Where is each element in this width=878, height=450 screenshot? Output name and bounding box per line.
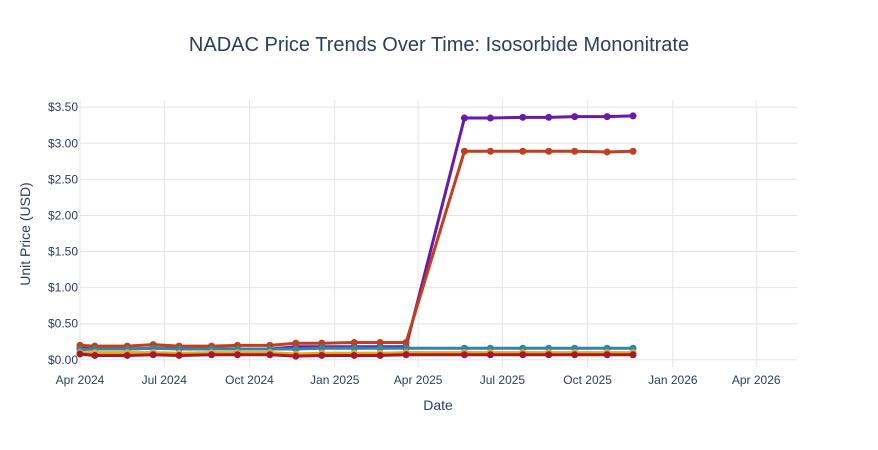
- data-point: [123, 351, 131, 359]
- data-point: [350, 351, 358, 359]
- x-tick-label: Apr 2026: [732, 373, 781, 387]
- x-tick-label: Jul 2024: [142, 373, 188, 387]
- x-tick-labels: Apr 2024 Jul 2024 Oct 2024 Jan 2025 Apr 2025…: [56, 373, 781, 387]
- x-axis-title: Date: [423, 397, 453, 413]
- series-layer: [76, 112, 637, 360]
- data-point: [76, 350, 84, 358]
- data-point: [545, 147, 553, 155]
- y-tick-labels: $0.00 $0.50 $1.00 $1.50 $2.00 $2.50 $3.00 $3.50: [48, 100, 78, 367]
- x-tick-label: Oct 2024: [225, 373, 274, 387]
- series-line: [79, 149, 634, 348]
- x-tick-label: Oct 2025: [563, 373, 612, 387]
- data-point: [208, 351, 216, 359]
- data-point: [318, 344, 326, 352]
- data-point: [486, 351, 494, 359]
- data-point: [603, 113, 611, 121]
- y-tick-label: $2.00: [48, 208, 78, 222]
- series-line: [79, 352, 634, 358]
- data-point: [545, 351, 553, 359]
- x-tick-label: Jan 2026: [648, 373, 698, 387]
- y-axis-title: Unit Price (USD): [17, 182, 33, 285]
- series-line: [79, 346, 634, 352]
- data-point: [545, 113, 553, 121]
- data-point: [460, 114, 468, 122]
- data-point: [233, 351, 241, 359]
- data-point: [318, 351, 326, 359]
- data-point: [402, 351, 410, 359]
- y-tick-label: $1.00: [48, 281, 78, 295]
- data-point: [603, 148, 611, 156]
- y-tick-label: $2.50: [48, 172, 78, 186]
- series-line: [80, 351, 634, 356]
- x-tick-label: Jul 2025: [480, 373, 526, 387]
- data-point: [571, 147, 579, 155]
- data-point: [318, 339, 326, 347]
- data-point: [402, 338, 410, 346]
- data-point: [603, 351, 611, 359]
- data-point: [175, 351, 183, 359]
- data-point: [460, 351, 468, 359]
- data-point: [91, 351, 99, 359]
- data-point: [376, 351, 384, 359]
- y-tick-label: $0.50: [48, 317, 78, 331]
- y-tick-label: $0.00: [48, 353, 78, 367]
- data-point: [149, 351, 157, 359]
- data-point: [376, 344, 384, 352]
- y-tick-label: $3.00: [48, 136, 78, 150]
- data-point: [376, 338, 384, 346]
- series-0: [76, 112, 637, 353]
- x-tick-label: Apr 2025: [394, 373, 443, 387]
- chart-title: NADAC Price Trends Over Time: Isosorbide…: [189, 34, 689, 56]
- data-point: [519, 351, 527, 359]
- data-point: [519, 147, 527, 155]
- data-point: [486, 147, 494, 155]
- data-point: [629, 351, 637, 359]
- data-point: [350, 344, 358, 352]
- data-point: [629, 147, 637, 155]
- data-point: [292, 352, 300, 360]
- data-point: [350, 338, 358, 346]
- data-point: [486, 114, 494, 122]
- data-point: [571, 351, 579, 359]
- x-tick-label: Jan 2025: [310, 373, 360, 387]
- data-point: [629, 112, 637, 120]
- y-tick-label: $3.50: [48, 100, 78, 114]
- x-tick-label: Apr 2024: [56, 373, 105, 387]
- data-point: [519, 113, 527, 121]
- data-point: [266, 351, 274, 359]
- y-tick-label: $1.50: [48, 245, 78, 259]
- data-point: [460, 147, 468, 155]
- data-point: [292, 339, 300, 347]
- data-point: [571, 113, 579, 121]
- series-1: [76, 147, 637, 350]
- series-4: [76, 350, 637, 360]
- data-point: [292, 345, 300, 353]
